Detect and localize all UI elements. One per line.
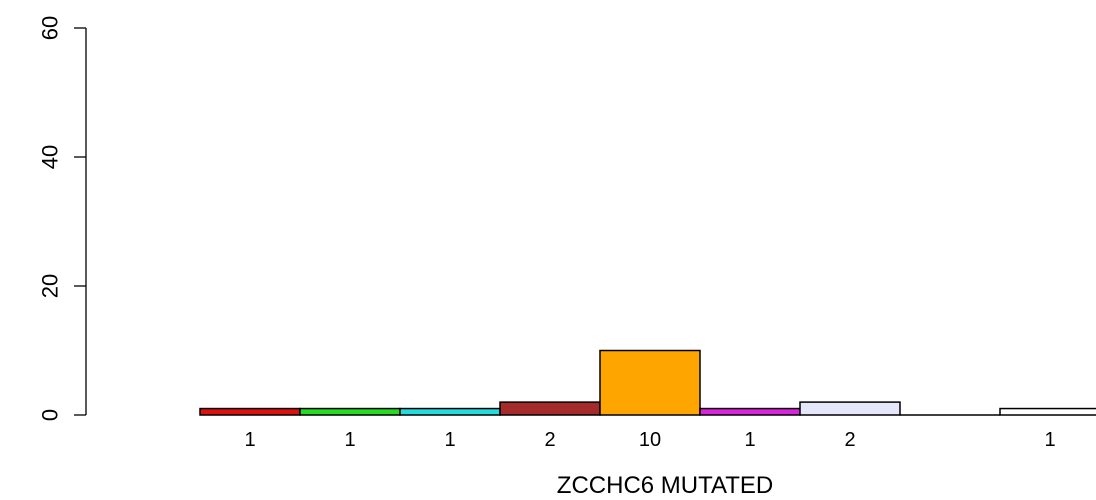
bar-count-label: 1: [1044, 429, 1055, 451]
bar-count-label: 2: [544, 429, 555, 451]
x-axis-label: ZCCHC6 MUTATED: [557, 472, 773, 499]
bar-2: [299, 407, 401, 416]
bar-7: [799, 401, 901, 416]
bar-count-label: 1: [344, 429, 355, 451]
bar-count-label: 1: [244, 429, 255, 451]
bar-1: [199, 407, 301, 416]
y-axis: 0 20 40 60: [38, 16, 87, 421]
bar-count-label: 10: [639, 429, 661, 451]
bar-6: [699, 407, 801, 416]
bar-4: [499, 401, 601, 416]
bar-9: [999, 407, 1096, 416]
bar-count-label: 1: [744, 429, 755, 451]
bar-count-label: 1: [444, 429, 455, 451]
bar-3: [399, 407, 501, 416]
bar-labels-group: 1 1 1 2 10 1 2 1: [244, 429, 1055, 451]
y-tick-label: 20: [38, 274, 63, 298]
bar-count-label: 2: [844, 429, 855, 451]
bar-5: [599, 349, 701, 416]
y-tick-label: 60: [38, 16, 63, 40]
bars-group: [199, 349, 1096, 416]
y-tick-label: 40: [38, 145, 63, 169]
y-tick-label: 0: [38, 409, 63, 421]
